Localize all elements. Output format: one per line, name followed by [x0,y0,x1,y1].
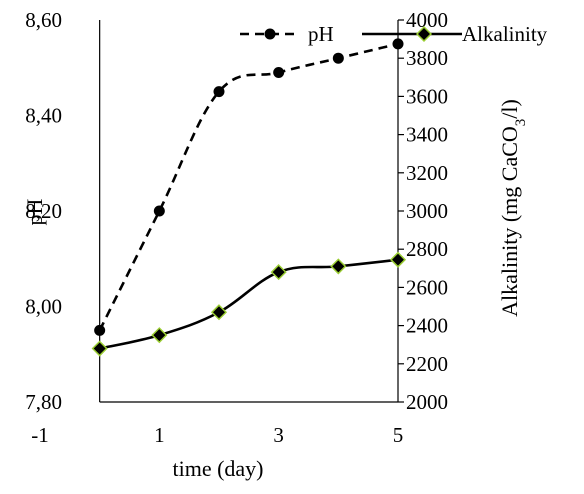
ph-data-point [213,86,225,98]
right-y-tick-label: 2400 [406,314,448,338]
right-y-tick-label: 2000 [406,390,448,414]
left-y-tick-label: 8,40 [25,104,62,128]
series-alkalinity [91,251,407,357]
right-y-tick-label: 3800 [406,46,448,70]
alkalinity-data-point [330,258,347,275]
alkalinity-data-point [210,304,228,321]
legend-ph-label: pH [308,22,334,46]
x-tick-label: -1 [31,423,49,447]
right-y-axis-title-sub: 3 [513,119,529,127]
right-y-axis-title: Alkalinity (mg CaCO3/l) [497,99,529,317]
ph-data-point [332,52,344,64]
axes [99,19,404,403]
ph-data-point [153,205,165,217]
alkalinity-series-line [99,258,399,350]
ph-data-point [273,67,285,79]
right-y-tick-label: 3200 [406,161,448,185]
x-tick-label: 3 [273,423,284,447]
right-y-tick-label: 3400 [406,123,448,147]
right-y-tick-label: 4000 [406,8,448,32]
legend-ph-marker [264,28,276,40]
right-y-tick-label: 2600 [406,275,448,299]
alkalinity-data-point [389,251,407,268]
series-ph [94,38,404,336]
legend-alkalinity-marker [415,25,433,43]
x-tick-label: 5 [393,423,404,447]
alkalinity-data-point [151,327,168,344]
ph-series-line [98,42,399,331]
right-y-tick-label: 3000 [406,199,448,223]
legend: pH Alkalinity [240,22,548,46]
left-y-tick-label: 7,80 [25,390,62,414]
right-y-tick-label: 2200 [406,352,448,376]
right-y-axis-title-prefix: Alkalinity (mg CaCO [497,126,522,317]
x-tick-label: 1 [154,423,165,447]
right-y-tick-label: 3600 [406,84,448,108]
right-y-axis-title-suffix: /l) [497,99,522,119]
right-y-tick-label: 2800 [406,237,448,261]
x-axis-title: time (day) [172,456,263,481]
alkalinity-data-point [270,264,287,281]
left-y-tick-label: 8,00 [25,295,62,319]
left-y-tick-label: 8,20 [25,199,62,223]
tick-labels: 7,80 8,00 8,20 8,40 8,60 2000 2200 2400 2600 2800… [25,8,448,447]
left-y-tick-label: 8,60 [25,8,62,32]
alkalinity-data-point [91,340,108,357]
legend-alkalinity-label: Alkalinity [462,22,548,46]
left-y-axis-title: pH [22,198,47,225]
ph-data-point [94,324,106,336]
ph-data-point [392,38,404,50]
